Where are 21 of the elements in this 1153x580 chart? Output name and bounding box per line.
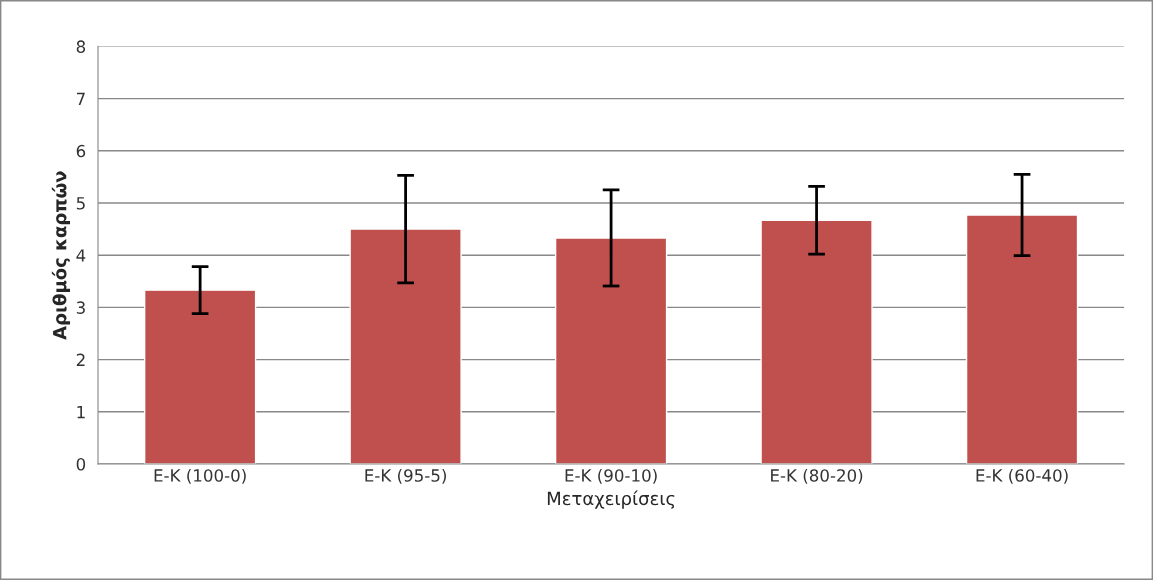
x-axis-title: Μεταχειρίσεις bbox=[547, 490, 675, 509]
y-tick-label: 4 bbox=[76, 249, 86, 262]
y-tick-label: 1 bbox=[77, 405, 85, 419]
y-tick-label: 7 bbox=[76, 92, 85, 105]
y-tick-label: 2 bbox=[76, 353, 85, 366]
x-tick-label: Ε-Κ (80-20) bbox=[771, 468, 863, 484]
y-tick-label: 0 bbox=[76, 457, 86, 471]
y-tick-label: 6 bbox=[76, 144, 86, 158]
x-tick-label: Ε-Κ (95-5) bbox=[365, 468, 446, 484]
y-tick-label: 8 bbox=[76, 40, 86, 53]
x-tick-label: Ε-Κ (60-40) bbox=[976, 468, 1068, 484]
bar bbox=[143, 289, 257, 464]
x-tick-label: Ε-Κ (90-10) bbox=[565, 468, 657, 484]
bar bbox=[349, 228, 462, 464]
bar bbox=[760, 219, 873, 464]
y-tick-label: 3 bbox=[76, 301, 85, 314]
y-tick-label: 5 bbox=[76, 197, 85, 210]
bar bbox=[965, 214, 1079, 464]
bar bbox=[554, 237, 668, 464]
x-tick-label: Ε-Κ (100-0) bbox=[154, 468, 246, 484]
y-axis-title: Αριθμός καρπών bbox=[51, 171, 71, 340]
